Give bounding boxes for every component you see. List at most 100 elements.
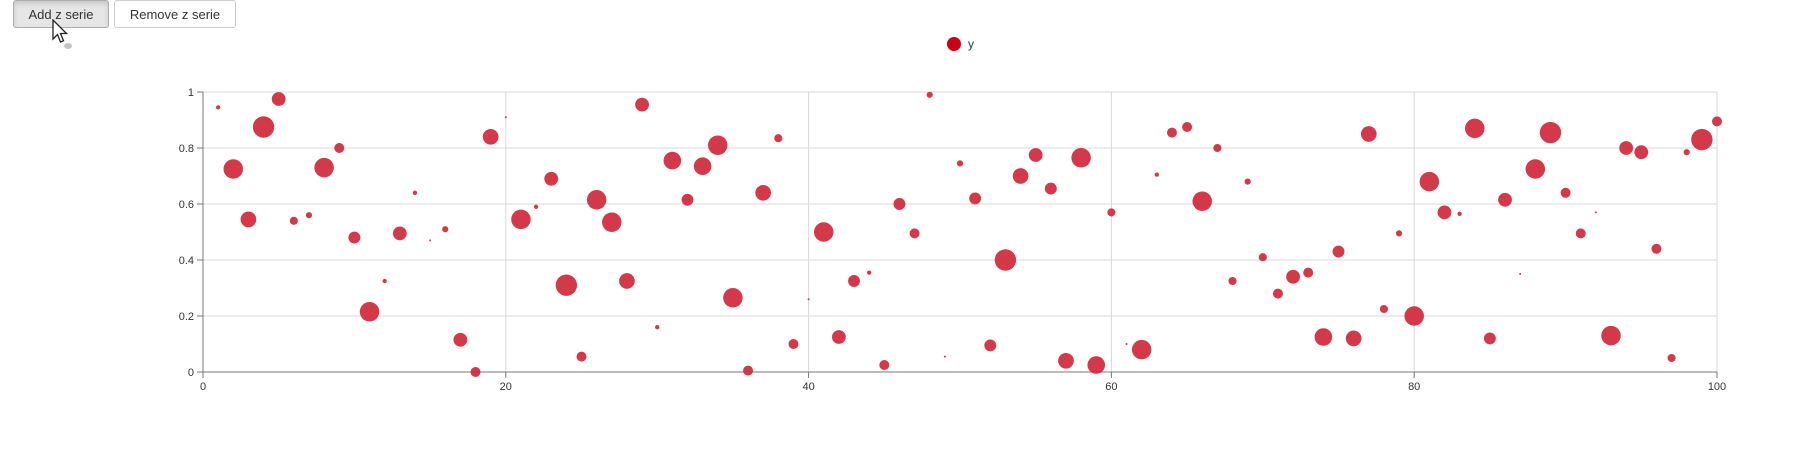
data-point[interactable] [1332,245,1345,258]
data-point[interactable] [1166,127,1177,138]
data-point[interactable] [1071,148,1091,168]
data-point[interactable] [382,278,387,284]
data-point[interactable] [602,212,622,232]
data-point[interactable] [1125,343,1128,345]
data-point[interactable] [1154,172,1159,177]
remove-z-serie-button[interactable]: Remove z serie [114,0,236,28]
data-point[interactable] [1519,273,1522,275]
data-point[interactable] [348,231,361,244]
data-point[interactable] [1314,328,1333,346]
data-point[interactable] [240,211,257,228]
data-point[interactable] [1360,126,1377,142]
data-point[interactable] [1272,288,1283,299]
data-point[interactable] [1058,352,1074,369]
data-point[interactable] [1539,121,1562,144]
data-point[interactable] [693,157,712,175]
data-point[interactable] [223,159,244,179]
data-point[interactable] [1483,332,1496,345]
data-point[interactable] [576,351,587,362]
data-point[interactable] [1244,178,1251,185]
data-point[interactable] [1258,253,1267,262]
data-point[interactable] [655,325,660,330]
data-point[interactable] [1691,128,1713,151]
data-point[interactable] [848,275,860,287]
data-point[interactable] [926,91,933,98]
data-point[interactable] [813,222,834,242]
data-point[interactable] [807,298,810,301]
data-point[interactable] [1303,267,1314,278]
data-point[interactable] [1028,148,1043,162]
data-point[interactable] [1228,276,1237,286]
data-point[interactable] [359,302,380,322]
data-point[interactable] [879,360,890,370]
data-point[interactable] [482,128,499,145]
data-point[interactable] [969,192,982,205]
data-point[interactable] [1634,145,1649,160]
data-point[interactable] [555,274,578,296]
data-point[interactable] [511,209,531,230]
data-point[interactable] [1667,353,1676,363]
data-point[interactable] [1012,168,1029,184]
data-point[interactable] [271,92,286,106]
data-point[interactable] [743,365,754,376]
data-point[interactable] [943,355,946,358]
data-point[interactable] [544,171,559,186]
data-point[interactable] [1286,269,1300,284]
data-point[interactable] [1575,228,1586,239]
data-point[interactable] [1345,330,1362,347]
data-point[interactable] [1131,339,1152,360]
data-point[interactable] [1044,182,1057,195]
data-point[interactable] [681,193,694,206]
data-point[interactable] [1404,306,1424,326]
data-point[interactable] [994,249,1017,271]
data-point[interactable] [470,367,481,377]
data-point[interactable] [1712,116,1722,127]
data-point[interactable] [1498,192,1512,207]
data-point[interactable] [831,330,846,344]
data-point[interactable] [215,105,221,110]
data-point[interactable] [1437,205,1452,220]
data-point[interactable] [1192,191,1212,211]
data-point[interactable] [867,270,872,275]
data-point[interactable] [893,198,906,210]
data-point[interactable] [1651,243,1662,254]
data-point[interactable] [1594,211,1597,214]
data-point[interactable] [334,143,345,153]
data-point[interactable] [252,116,275,138]
data-point[interactable] [442,226,449,233]
data-point[interactable] [708,135,728,155]
data-point[interactable] [429,239,432,242]
data-point[interactable] [1457,211,1462,216]
data-point[interactable] [1601,325,1621,346]
data-point[interactable] [305,212,313,219]
data-point[interactable] [504,116,507,119]
data-point[interactable] [788,339,799,349]
data-point[interactable] [663,151,682,170]
data-point[interactable] [1560,187,1571,198]
legend[interactable]: y [947,37,974,51]
data-point[interactable] [619,273,635,289]
data-point[interactable] [1395,230,1403,237]
data-point[interactable] [956,160,964,167]
data-point[interactable] [289,216,298,225]
data-point[interactable] [1525,159,1546,179]
data-point[interactable] [314,157,334,178]
data-point[interactable] [1213,143,1222,153]
data-point[interactable] [1379,304,1388,314]
data-point[interactable] [1107,208,1116,217]
data-point[interactable] [392,226,407,241]
data-point[interactable] [1619,141,1634,155]
data-point[interactable] [453,332,468,347]
data-point[interactable] [412,190,418,195]
data-point[interactable] [586,190,607,210]
data-point[interactable] [984,339,997,352]
data-point[interactable] [1683,149,1690,156]
data-point[interactable] [755,184,772,201]
data-point[interactable] [635,97,649,112]
data-point[interactable] [723,288,743,308]
add-z-serie-button[interactable]: Add z serie [13,0,109,28]
data-point[interactable] [1465,118,1485,139]
data-point[interactable] [1087,356,1106,374]
data-point[interactable] [774,134,783,143]
data-point[interactable] [909,228,920,239]
